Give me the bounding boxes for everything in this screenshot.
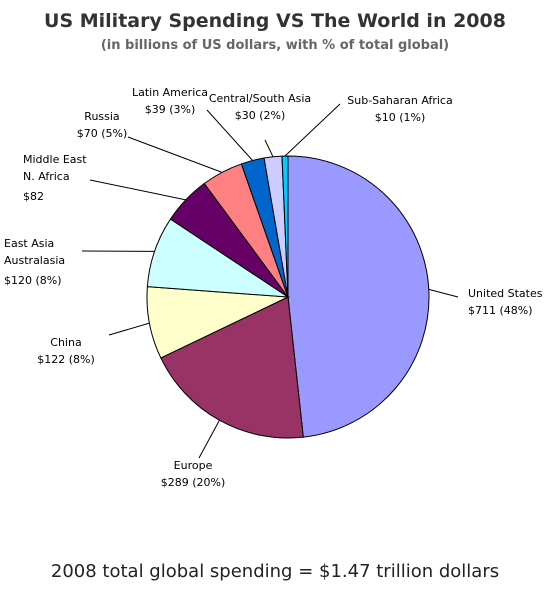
slice-value-label: $10 (1%) <box>375 111 426 124</box>
slice-value-label: $289 (20%) <box>161 476 226 489</box>
leader-line <box>127 136 223 173</box>
chart-title: US Military Spending VS The World in 200… <box>44 10 506 32</box>
slice-value-label: $82 <box>23 190 44 203</box>
slice-value-label: $39 (3%) <box>145 103 196 116</box>
chart-subtitle: (in billions of US dollars, with % of to… <box>100 38 450 53</box>
leader-line <box>108 322 150 336</box>
slice-name-label: East Asia <box>4 237 54 250</box>
slice-name-label: Russia <box>84 110 119 123</box>
leader-line <box>89 179 186 201</box>
slice-name-label: Australasia <box>4 254 65 267</box>
leader-line <box>206 109 253 161</box>
slice-value-label: $70 (5%) <box>77 127 128 140</box>
leader-line <box>198 419 220 459</box>
slice-name-label: Central/South Asia <box>209 92 311 105</box>
slice-name-label: N. Africa <box>23 170 70 183</box>
slice-name-label: Europe <box>174 459 213 472</box>
footer-total-spending: 2008 total global spending = $1.47 trill… <box>50 561 500 582</box>
slice-value-label: $711 (48%) <box>468 304 533 317</box>
leader-line <box>284 103 341 157</box>
slice-name-label: Latin America <box>132 86 208 99</box>
pie-slice-sub-saharan-africa <box>281 155 289 298</box>
pie-slice-united-states <box>287 155 430 438</box>
slice-name-label: China <box>50 336 81 349</box>
slice-name-label: Middle East <box>23 153 87 166</box>
slice-value-label: $120 (8%) <box>4 274 62 287</box>
slice-value-label: $30 (2%) <box>235 109 286 122</box>
leader-line <box>428 288 459 298</box>
slice-value-label: $122 (8%) <box>37 353 95 366</box>
slice-name-label: United States <box>468 287 543 300</box>
leader-line <box>264 139 274 158</box>
slice-name-label: Sub-Saharan Africa <box>347 94 452 107</box>
